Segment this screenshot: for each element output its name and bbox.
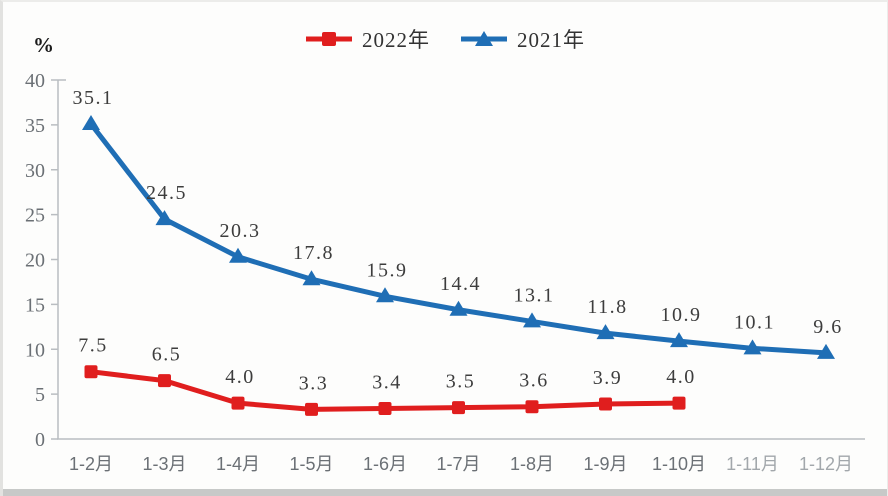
x-tick-label: 1-6月: [363, 454, 407, 474]
x-tick-label: 1-12月: [799, 454, 853, 474]
data-point-label: 3.6: [519, 370, 549, 392]
data-point-marker[interactable]: [84, 365, 98, 379]
data-point-marker[interactable]: [670, 332, 688, 348]
data-point-marker[interactable]: [449, 300, 468, 316]
x-tick-label: 1-11月: [726, 454, 779, 474]
data-point-marker[interactable]: [229, 247, 247, 263]
legend-item-2021[interactable]: 2021年: [460, 24, 585, 54]
x-tick-label: 1-4月: [216, 454, 260, 474]
y-axis-unit-label: %: [33, 33, 54, 57]
data-point-label: 7.5: [78, 335, 108, 357]
y-tick-label: 0: [35, 429, 45, 451]
data-point-label: 20.3: [220, 220, 261, 242]
x-tick-label: 1-3月: [142, 454, 186, 474]
data-point-label: 6.5: [152, 344, 182, 366]
y-tick-label: 40: [25, 70, 45, 92]
legend-item-2022[interactable]: 2022年: [305, 24, 430, 54]
data-point-marker[interactable]: [817, 343, 835, 359]
y-tick-label: 20: [25, 250, 45, 272]
data-point-label: 35.1: [73, 87, 114, 109]
data-point-label: 3.4: [372, 371, 402, 393]
legend-square-2022: [322, 32, 336, 46]
data-point-marker[interactable]: [743, 339, 762, 355]
bottom-border-strip: [3, 489, 887, 496]
y-tick-label: 30: [25, 160, 45, 182]
legend-label-2021: 2021年: [517, 28, 585, 52]
data-point-marker[interactable]: [523, 312, 541, 328]
y-tick-label: 10: [25, 339, 45, 361]
x-tick-label: 1-8月: [510, 454, 554, 474]
legend-marker-triangle-icon: [461, 31, 507, 46]
data-point-marker[interactable]: [302, 270, 321, 286]
x-tick-label: 1-10月: [652, 454, 706, 474]
data-point-label: 4.0: [225, 366, 255, 388]
x-tick-label: 1-2月: [69, 454, 113, 474]
data-point-label: 9.6: [813, 316, 843, 338]
legend-marker-square-icon: [306, 32, 352, 46]
y-tick-label: 15: [25, 294, 45, 316]
data-point-label: 11.8: [587, 296, 627, 318]
data-point-marker[interactable]: [596, 324, 615, 340]
data-point-label: 3.3: [299, 372, 329, 394]
data-point-marker[interactable]: [155, 210, 174, 226]
x-tick-label: 1-5月: [289, 454, 333, 474]
y-tick-label: 35: [25, 115, 45, 137]
data-point-label: 24.5: [146, 182, 187, 204]
data-point-marker[interactable]: [231, 396, 245, 410]
chart-legend: 2022年 2021年: [3, 24, 887, 54]
x-tick-label: 1-7月: [436, 454, 480, 474]
data-point-marker[interactable]: [525, 400, 539, 414]
x-tick-label: 1-9月: [583, 454, 627, 474]
y-tick-label: 5: [35, 384, 45, 406]
y-tick-label: 25: [25, 205, 45, 227]
data-point-label: 10.1: [734, 311, 775, 333]
data-point-label: 10.9: [661, 304, 702, 326]
data-point-marker[interactable]: [158, 374, 171, 388]
series-line-2021年: [88, 121, 829, 356]
data-point-marker[interactable]: [82, 114, 100, 130]
data-point-label: 14.4: [440, 273, 481, 295]
data-point-marker[interactable]: [452, 401, 465, 415]
data-point-marker[interactable]: [378, 401, 392, 415]
legend-triangle-2021: [475, 31, 493, 46]
line-chart: 0 5 10 15 20 25 30 35 40% 1-2月 1-3月 1-4月 1-5月 1-6月 1-7…: [25, 33, 865, 474]
data-point-label: 3.9: [593, 367, 623, 389]
data-point-label: 4.0: [666, 366, 696, 388]
data-point-marker[interactable]: [305, 402, 318, 416]
data-point-label: 3.5: [446, 371, 476, 393]
data-point-marker[interactable]: [376, 287, 394, 303]
data-point-label: 15.9: [367, 259, 408, 281]
legend-label-2022: 2022年: [362, 28, 430, 52]
data-point-marker[interactable]: [599, 397, 612, 411]
data-point-label: 17.8: [293, 242, 334, 264]
data-point-label: 13.1: [514, 284, 555, 306]
data-point-marker[interactable]: [672, 396, 686, 410]
